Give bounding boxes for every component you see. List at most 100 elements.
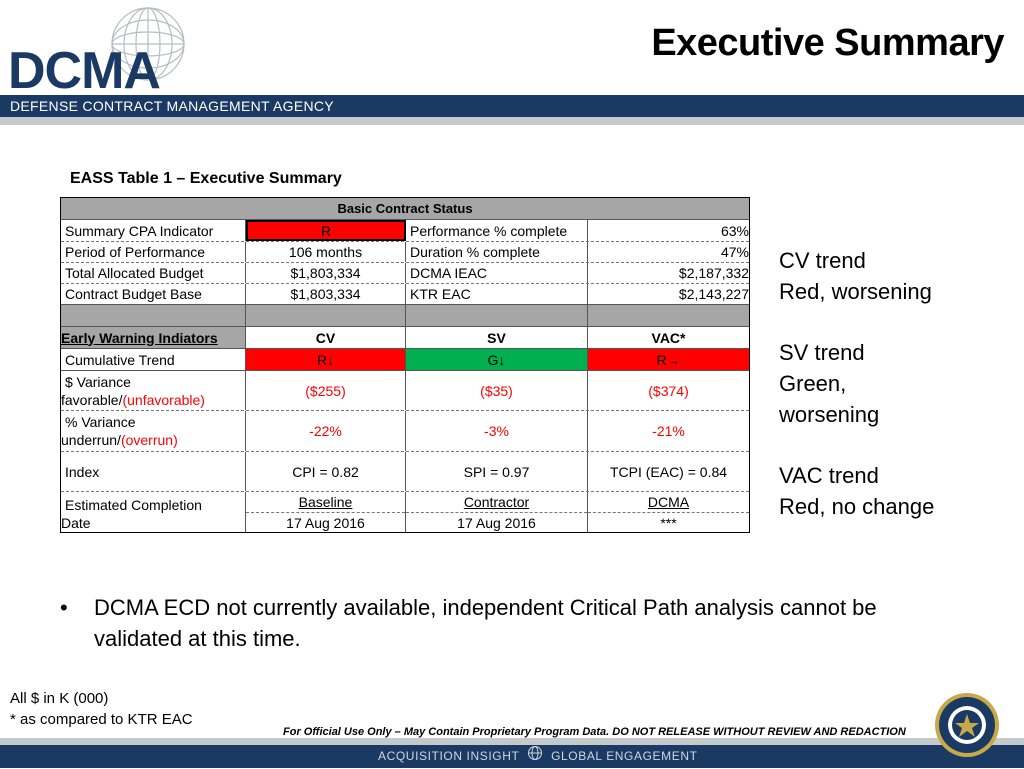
agency-bar: DEFENSE CONTRACT MANAGEMENT AGENCY (0, 95, 1024, 117)
contractor-date: 17 Aug 2016 (457, 514, 536, 531)
row-label: Period of Performance (61, 242, 246, 262)
trend-notes: CV trend Red, worsening SV trend Green, … (779, 245, 934, 552)
early-warning-header-row: Early Warning Indiators CV SV VAC* (61, 327, 749, 349)
note-line: VAC trend (779, 463, 879, 488)
metric-value: 47% (720, 244, 749, 260)
cv-header: CV (246, 327, 406, 348)
cpi-value: CPI = 0.82 (246, 452, 406, 491)
spacer-row (61, 305, 749, 327)
row-value: $1,803,334 (246, 284, 406, 304)
row-label: Cumulative Trend (61, 349, 246, 370)
row-label: Summary CPA Indicator (61, 220, 246, 241)
percent-variance-row: % Variance underrun/(overrun) -22% -3% -… (61, 411, 749, 452)
units-footnote: All $ in K (000) (10, 690, 109, 707)
label-part: favorable/ (61, 391, 123, 408)
tagline-left: ACQUISITION INSIGHT (378, 749, 520, 764)
cv-note: CV trend Red, worsening (779, 245, 934, 307)
table-row: Total Allocated Budget $1,803,334 DCMA I… (61, 263, 749, 284)
sv-dollar-variance: ($35) (406, 371, 588, 410)
tcpi-value: TCPI (EAC) = 0.84 (609, 463, 728, 480)
sv-note: SV trend Green, worsening (779, 337, 934, 430)
sv-trend: G↓ (406, 349, 588, 370)
vac-header: VAC* (651, 329, 686, 346)
note-line: Red, no change (779, 494, 935, 519)
row-label: % Variance underrun/(overrun) (61, 411, 246, 451)
row-label: Index (61, 452, 246, 491)
dcma-column: DCMA *** (588, 492, 749, 532)
metric-value: $2,143,227 (678, 286, 749, 302)
table-row: Contract Budget Base $1,803,334 KTR EAC … (61, 284, 749, 305)
label-line: favorable/(unfavorable) (61, 391, 205, 409)
index-row: Index CPI = 0.82 SPI = 0.97 TCPI (EAC) =… (61, 452, 749, 492)
spacer-cell (61, 305, 246, 326)
fouo-notice: For Official Use Only – May Contain Prop… (283, 726, 906, 738)
estimated-completion-row: Estimated Completion Date Baseline 17 Au… (61, 492, 749, 532)
baseline-label: Baseline (246, 492, 405, 513)
label-line: % Variance (65, 414, 136, 430)
label-part-negative: (overrun) (120, 432, 178, 448)
table-caption: EASS Table 1 – Executive Summary (70, 170, 342, 187)
bottom-bar-divider (0, 738, 1024, 745)
agency-bar-divider (0, 117, 1024, 125)
cv-percent-variance: -22% (246, 411, 406, 451)
sv-percent-variance: -3% (406, 411, 588, 451)
row-value: $1,803,334 (246, 263, 406, 283)
logo-text: DCMA (8, 42, 160, 92)
note-line: CV trend (779, 248, 866, 273)
vac-trend: R→ (588, 349, 749, 370)
row-label: Estimated Completion Date (61, 492, 246, 532)
vac-note: VAC trend Red, no change (779, 460, 934, 522)
note-line: Green, (779, 371, 847, 396)
note-line: worsening (779, 402, 880, 427)
executive-summary-table: Basic Contract Status Summary CPA Indica… (60, 197, 750, 533)
label-line: $ Variance (65, 373, 131, 390)
globe-icon (527, 745, 543, 769)
dcma-logo: DCMA (8, 4, 238, 100)
bullet-text: DCMA ECD not currently available, indepe… (94, 595, 877, 651)
metric-value: $2,187,332 (678, 265, 749, 281)
dollar-variance-row: $ Variance favorable/(unfavorable) ($255… (61, 371, 749, 411)
spi-value: SPI = 0.97 (406, 452, 588, 491)
spacer-cell (406, 305, 588, 326)
cpa-indicator-value: R (246, 220, 406, 241)
table-row: Period of Performance 106 months Duratio… (61, 242, 749, 263)
bullet-point: • DCMA ECD not currently available, inde… (60, 592, 910, 654)
row-value: 106 months (246, 242, 406, 262)
dcma-seal-icon (934, 692, 1000, 758)
table-row: Summary CPA Indicator R Performance % co… (61, 220, 749, 242)
vac-dollar-variance: ($374) (648, 382, 689, 399)
label-line: underrun/(overrun) (61, 431, 178, 449)
tagline-right: GLOBAL ENGAGEMENT (551, 749, 698, 764)
dcma-date: *** (660, 514, 677, 531)
row-label: Total Allocated Budget (61, 263, 246, 283)
early-warning-label: Early Warning Indiators (61, 327, 246, 348)
baseline-column: Baseline 17 Aug 2016 (246, 492, 406, 532)
metric-label: KTR EAC (406, 284, 588, 304)
page-title: Executive Summary (651, 22, 1004, 64)
contractor-column: Contractor 17 Aug 2016 (406, 492, 588, 532)
label-part: underrun/ (61, 432, 121, 448)
metric-value: 63% (720, 222, 749, 239)
metric-label: Performance % complete (406, 220, 588, 241)
contractor-label: Contractor (406, 492, 587, 513)
label-part-negative: (unfavorable) (122, 391, 205, 408)
metric-label: Duration % complete (406, 242, 588, 262)
bottom-tagline: ACQUISITION INSIGHT GLOBAL ENGAGEMENT (378, 745, 698, 769)
vac-percent-variance: -21% (652, 423, 685, 439)
bottom-bar: ACQUISITION INSIGHT GLOBAL ENGAGEMENT (0, 745, 1024, 768)
basic-contract-status-header: Basic Contract Status (61, 198, 749, 220)
spacer-cell (246, 305, 406, 326)
metric-label: DCMA IEAC (406, 263, 588, 283)
dcma-label: DCMA (588, 492, 749, 513)
cv-trend: R↓ (246, 349, 406, 370)
row-label: $ Variance favorable/(unfavorable) (61, 371, 246, 410)
label-line: Date (61, 515, 91, 531)
spacer-cell (588, 305, 749, 326)
asterisk-footnote: * as compared to KTR EAC (10, 711, 193, 728)
baseline-date: 17 Aug 2016 (286, 514, 365, 531)
bullet-marker: • (60, 595, 68, 620)
cv-dollar-variance: ($255) (246, 371, 406, 410)
cumulative-trend-row: Cumulative Trend R↓ G↓ R→ (61, 349, 749, 371)
label-line: Estimated Completion (65, 497, 202, 513)
note-line: Red, worsening (779, 279, 932, 304)
